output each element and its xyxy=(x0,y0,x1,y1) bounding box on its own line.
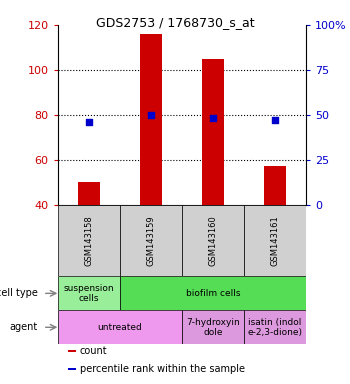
Text: count: count xyxy=(79,346,107,356)
Bar xyxy=(120,205,182,276)
Text: GSM143161: GSM143161 xyxy=(271,215,280,266)
Text: isatin (indol
e-2,3-dione): isatin (indol e-2,3-dione) xyxy=(248,318,303,337)
Text: GSM143158: GSM143158 xyxy=(84,215,93,266)
Point xyxy=(86,119,92,125)
Bar xyxy=(58,276,120,310)
Text: agent: agent xyxy=(9,322,38,332)
Bar xyxy=(182,310,244,344)
Point xyxy=(272,117,278,123)
Bar xyxy=(202,59,224,205)
Bar xyxy=(58,310,182,344)
Bar xyxy=(244,205,306,276)
Bar xyxy=(78,182,100,205)
Text: cell type: cell type xyxy=(0,288,38,298)
Text: biofilm cells: biofilm cells xyxy=(186,289,240,298)
Text: suspension
cells: suspension cells xyxy=(63,284,114,303)
Point xyxy=(148,112,154,118)
Bar xyxy=(68,349,76,352)
Bar xyxy=(68,368,76,371)
Bar xyxy=(264,166,286,205)
Text: percentile rank within the sample: percentile rank within the sample xyxy=(79,364,245,374)
Text: GSM143160: GSM143160 xyxy=(209,215,218,266)
Point xyxy=(210,115,216,121)
Text: GDS2753 / 1768730_s_at: GDS2753 / 1768730_s_at xyxy=(96,16,254,29)
Bar xyxy=(120,276,306,310)
Text: untreated: untreated xyxy=(98,323,142,332)
Bar xyxy=(140,34,162,205)
Bar xyxy=(58,205,120,276)
Text: GSM143159: GSM143159 xyxy=(146,215,155,266)
Text: 7-hydroxyin
dole: 7-hydroxyin dole xyxy=(186,318,240,337)
Bar xyxy=(244,310,306,344)
Bar xyxy=(182,205,244,276)
